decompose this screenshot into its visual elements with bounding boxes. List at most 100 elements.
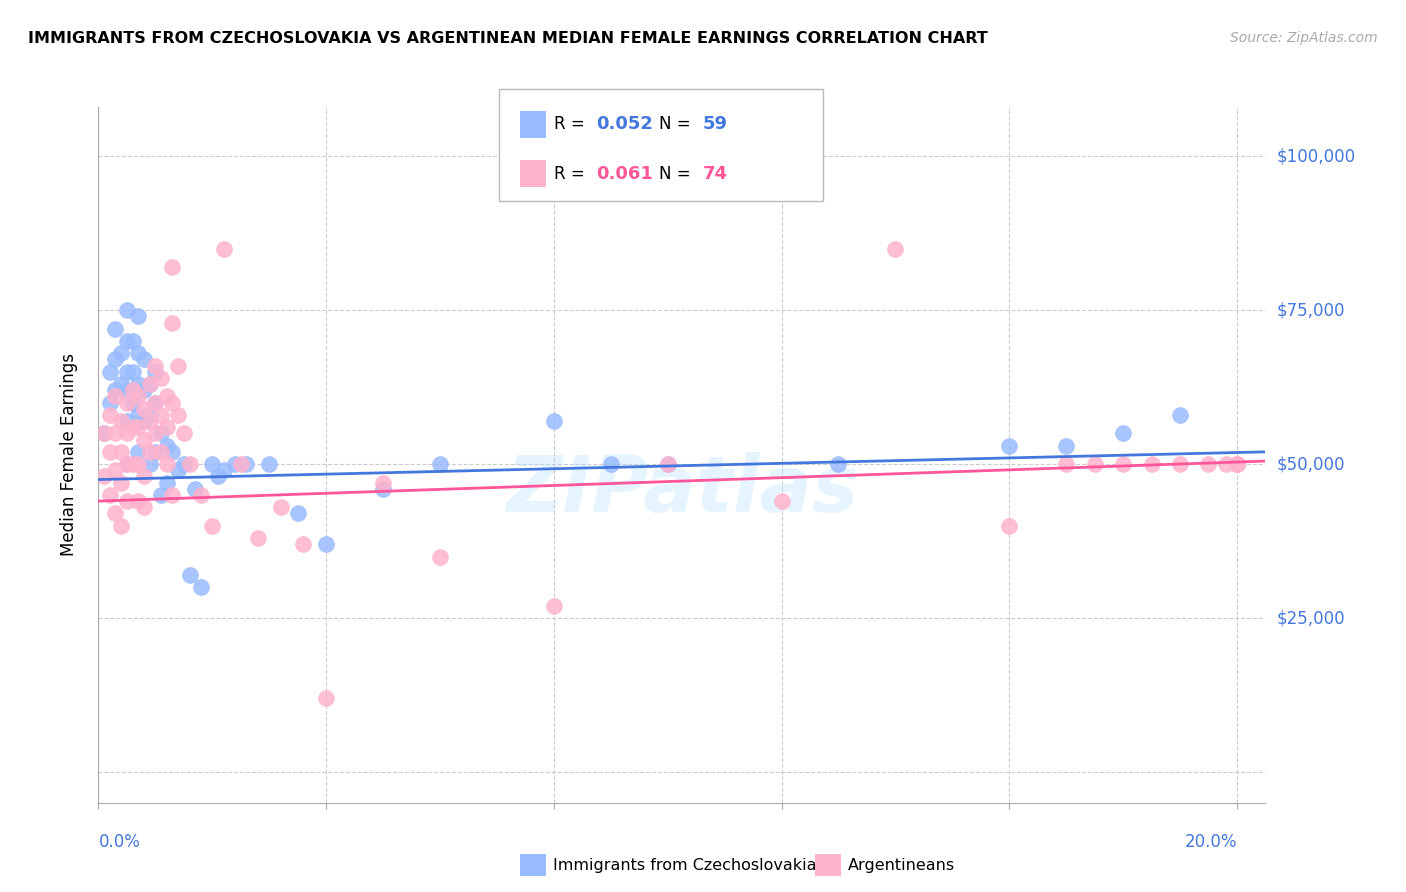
Point [138, 377, 160, 392]
Point [143, 445, 166, 459]
Point [115, 334, 138, 348]
Point [132, 401, 155, 416]
Point [110, 377, 132, 392]
Point [1226, 457, 1249, 471]
Point [127, 346, 149, 360]
Point [884, 242, 907, 256]
Point [110, 518, 132, 533]
Point [138, 445, 160, 459]
Point [173, 426, 195, 441]
Point [1226, 457, 1249, 471]
Point [212, 242, 235, 256]
Point [315, 691, 337, 706]
Point [104, 321, 127, 335]
Point [1112, 457, 1135, 471]
Point [1054, 439, 1077, 453]
Point [110, 475, 132, 490]
Point [110, 346, 132, 360]
Point [115, 414, 138, 428]
Text: IMMIGRANTS FROM CZECHOSLOVAKIA VS ARGENTINEAN MEDIAN FEMALE EARNINGS CORRELATION: IMMIGRANTS FROM CZECHOSLOVAKIA VS ARGENT… [28, 31, 988, 46]
Point [121, 365, 143, 379]
Point [143, 365, 166, 379]
Point [150, 408, 173, 422]
Point [143, 359, 166, 373]
Point [143, 426, 166, 441]
Point [121, 384, 143, 398]
Point [127, 445, 149, 459]
Point [115, 384, 138, 398]
Point [156, 457, 179, 471]
Point [150, 445, 173, 459]
Point [1140, 457, 1163, 471]
Point [115, 395, 138, 409]
Point [1168, 457, 1191, 471]
Point [132, 414, 155, 428]
Point [179, 568, 201, 582]
Text: Immigrants from Czechoslovakia: Immigrants from Czechoslovakia [553, 858, 815, 872]
Text: R =: R = [554, 115, 591, 134]
Point [235, 457, 257, 471]
Point [770, 494, 793, 508]
Point [543, 414, 565, 428]
Text: 59: 59 [703, 115, 728, 134]
Point [115, 457, 138, 471]
Point [132, 500, 155, 515]
Point [162, 445, 184, 459]
Point [1054, 457, 1077, 471]
Point [1084, 457, 1107, 471]
Point [1215, 457, 1237, 471]
Point [121, 395, 143, 409]
Text: R =: R = [554, 165, 591, 183]
Point [115, 426, 138, 441]
Point [201, 518, 224, 533]
Point [93, 426, 115, 441]
Point [162, 488, 184, 502]
Point [270, 500, 292, 515]
Point [132, 433, 155, 447]
Point [246, 531, 269, 545]
Point [998, 439, 1021, 453]
Point [115, 303, 138, 318]
Point [93, 426, 115, 441]
Point [292, 537, 315, 551]
Point [110, 414, 132, 428]
Text: Source: ZipAtlas.com: Source: ZipAtlas.com [1230, 31, 1378, 45]
Point [156, 420, 179, 434]
Point [132, 469, 155, 483]
Point [98, 395, 121, 409]
Point [150, 371, 173, 385]
Point [127, 389, 149, 403]
Text: 0.061: 0.061 [596, 165, 652, 183]
Point [143, 395, 166, 409]
Point [98, 365, 121, 379]
Text: ZIPatlas: ZIPatlas [506, 451, 858, 528]
Point [115, 457, 138, 471]
Point [998, 518, 1021, 533]
Text: 0.052: 0.052 [596, 115, 652, 134]
Text: $100,000: $100,000 [1277, 147, 1355, 165]
Point [599, 457, 621, 471]
Point [162, 316, 184, 330]
Point [127, 457, 149, 471]
Point [207, 469, 229, 483]
Point [224, 457, 246, 471]
Point [150, 426, 173, 441]
Point [287, 507, 309, 521]
Point [98, 488, 121, 502]
Point [1226, 457, 1249, 471]
Point [827, 457, 849, 471]
Text: Argentineans: Argentineans [848, 858, 955, 872]
Point [132, 384, 155, 398]
Point [162, 260, 184, 274]
Text: $25,000: $25,000 [1277, 609, 1346, 627]
Point [229, 457, 252, 471]
Point [98, 445, 121, 459]
Point [104, 507, 127, 521]
Point [190, 488, 212, 502]
Point [121, 334, 143, 348]
Point [429, 457, 451, 471]
Point [127, 408, 149, 422]
Text: 20.0%: 20.0% [1184, 833, 1237, 851]
Point [138, 408, 160, 422]
Point [657, 457, 679, 471]
